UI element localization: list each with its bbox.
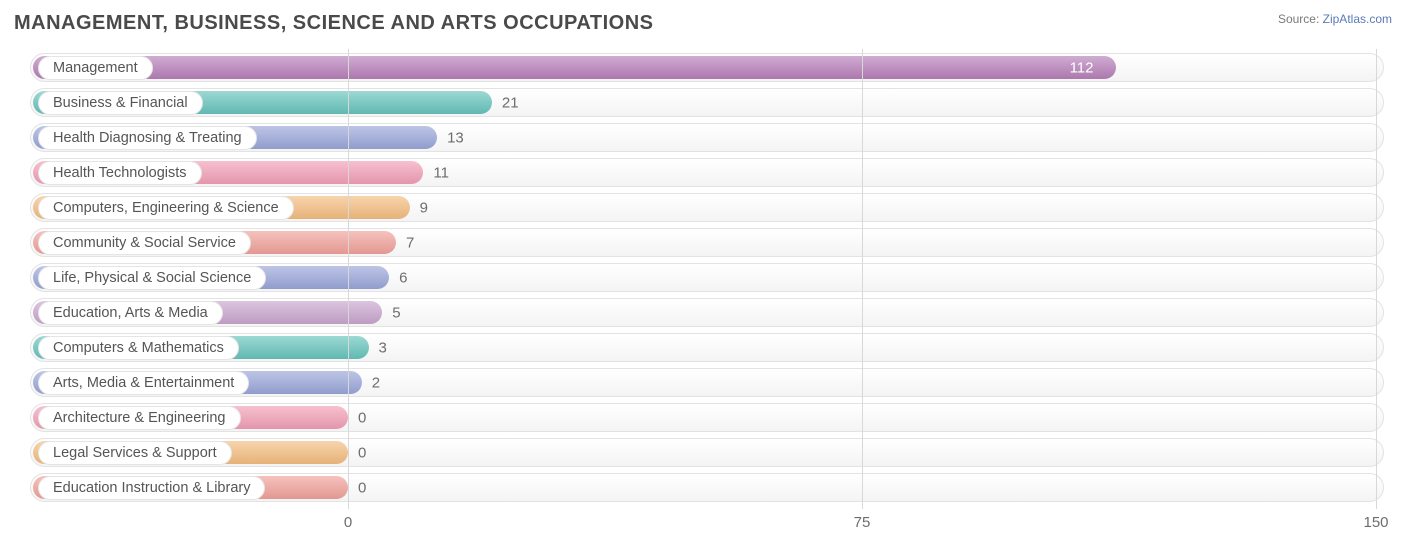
bar-value-label: 7	[406, 234, 414, 251]
x-tick-label: 75	[854, 514, 871, 531]
bar-category-label: Health Diagnosing & Treating	[38, 126, 257, 150]
bar-category-label: Education, Arts & Media	[38, 301, 223, 325]
bar-category-label: Computers, Engineering & Science	[38, 196, 294, 220]
bar-row: Health Technologists 11	[30, 158, 1384, 187]
bar-row: Management 112	[30, 53, 1384, 82]
chart-source: Source: ZipAtlas.com	[1278, 12, 1392, 26]
bar-row: Computers & Mathematics 3	[30, 333, 1384, 362]
chart-header: MANAGEMENT, BUSINESS, SCIENCE AND ARTS O…	[14, 12, 1392, 35]
x-tick-label: 0	[344, 514, 352, 531]
bar-row: Education Instruction & Library 0	[30, 473, 1384, 502]
bar-row: Community & Social Service 7	[30, 228, 1384, 257]
bar-category-label: Management	[38, 56, 153, 80]
bar-category-label: Arts, Media & Entertainment	[38, 371, 249, 395]
source-link[interactable]: ZipAtlas.com	[1323, 12, 1392, 26]
bar-fill	[33, 56, 1116, 79]
bar-row: Business & Financial 21	[30, 88, 1384, 117]
chart-area: Management112Business & Financial21Healt…	[14, 49, 1392, 539]
bar-category-label: Health Technologists	[38, 161, 202, 185]
bar-value-label: 0	[358, 409, 366, 426]
bar-category-label: Architecture & Engineering	[38, 406, 241, 430]
bar-value-label: 0	[358, 479, 366, 496]
bars-container: Management112Business & Financial21Healt…	[30, 53, 1384, 502]
bar-value-label: 2	[372, 374, 380, 391]
chart-title: MANAGEMENT, BUSINESS, SCIENCE AND ARTS O…	[14, 12, 653, 35]
bar-row: Health Diagnosing & Treating 13	[30, 123, 1384, 152]
bar-value-label: 0	[358, 444, 366, 461]
bar-value-label: 3	[379, 339, 387, 356]
bar-row: Arts, Media & Entertainment 2	[30, 368, 1384, 397]
bar-category-label: Education Instruction & Library	[38, 476, 265, 500]
bar-value-label: 112	[1070, 59, 1094, 76]
source-prefix: Source:	[1278, 12, 1323, 26]
bar-row: Architecture & Engineering 0	[30, 403, 1384, 432]
bar-value-label: 6	[399, 269, 407, 286]
bar-category-label: Computers & Mathematics	[38, 336, 239, 360]
bar-category-label: Life, Physical & Social Science	[38, 266, 266, 290]
x-tick-label: 150	[1363, 514, 1388, 531]
gridline	[862, 49, 863, 509]
bar-row: Computers, Engineering & Science 9	[30, 193, 1384, 222]
bar-category-label: Legal Services & Support	[38, 441, 232, 465]
bar-category-label: Community & Social Service	[38, 231, 251, 255]
bar-value-label: 21	[502, 94, 519, 111]
bar-value-label: 11	[433, 164, 449, 181]
gridline	[348, 49, 349, 509]
bar-row: Life, Physical & Social Science 6	[30, 263, 1384, 292]
plot-zone: Management112Business & Financial21Healt…	[14, 49, 1392, 509]
bar-value-label: 9	[420, 199, 428, 216]
bar-row: Legal Services & Support 0	[30, 438, 1384, 467]
bar-category-label: Business & Financial	[38, 91, 203, 115]
bar-value-label: 13	[447, 129, 464, 146]
bar-value-label: 5	[392, 304, 400, 321]
gridline	[1376, 49, 1377, 509]
bar-row: Education, Arts & Media 5	[30, 298, 1384, 327]
